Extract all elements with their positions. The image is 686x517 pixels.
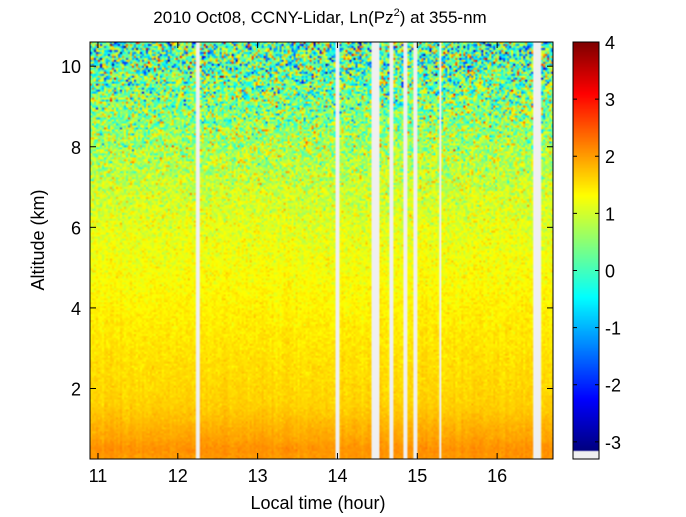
plot-area: 11 12 13 14 15 16 2 4 6 8 10: [61, 41, 554, 486]
chart-title: 2010 Oct08, CCNY-Lidar, Ln(Pz2) at 355-n…: [153, 7, 486, 27]
y-axis-ticks: 2 4 6 8 10: [61, 57, 553, 399]
chart-title-superscript: 2: [394, 7, 400, 19]
colorbar-gradient: [573, 42, 599, 459]
x-tick-label: 11: [89, 466, 108, 486]
colorbar-tick-label: 4: [605, 33, 615, 53]
x-tick-label: 13: [248, 466, 268, 486]
colorbar-tick-label: -1: [605, 319, 621, 339]
colorbar-frame: [572, 41, 600, 460]
y-tick-label: 8: [71, 138, 81, 158]
x-axis-label: Local time (hour): [250, 493, 385, 513]
colorbar-tick-label: 1: [605, 204, 615, 224]
x-tick-label: 15: [407, 466, 427, 486]
colorbar-tick-label: 0: [605, 261, 615, 281]
x-tick-label: 14: [327, 466, 347, 486]
heatmap-image: [90, 42, 553, 459]
x-axis-ticks: 11 12 13 14 15 16: [89, 42, 507, 486]
colorbar-ticks: -3 -2 -1 0 1 2 3 4: [573, 33, 621, 453]
colorbar: -3 -2 -1 0 1 2 3 4: [572, 33, 621, 460]
x-tick-label: 16: [487, 466, 507, 486]
y-axis-label: Altitude (km): [28, 189, 48, 290]
y-tick-label: 10: [61, 57, 81, 77]
x-tick-label: 12: [168, 466, 188, 486]
colorbar-tick-label: -3: [605, 433, 621, 453]
y-tick-label: 4: [71, 299, 81, 319]
chart-title-suffix: ) at 355-nm: [400, 8, 487, 27]
colorbar-tick-label: -2: [605, 376, 621, 396]
colorbar-tick-label: 3: [605, 90, 615, 110]
plot-frame: [89, 41, 554, 460]
y-tick-label: 6: [71, 218, 81, 238]
colorbar-tick-label: 2: [605, 147, 615, 167]
y-tick-label: 2: [71, 379, 81, 399]
chart-title-prefix: 2010 Oct08, CCNY-Lidar, Ln(Pz: [153, 8, 393, 27]
